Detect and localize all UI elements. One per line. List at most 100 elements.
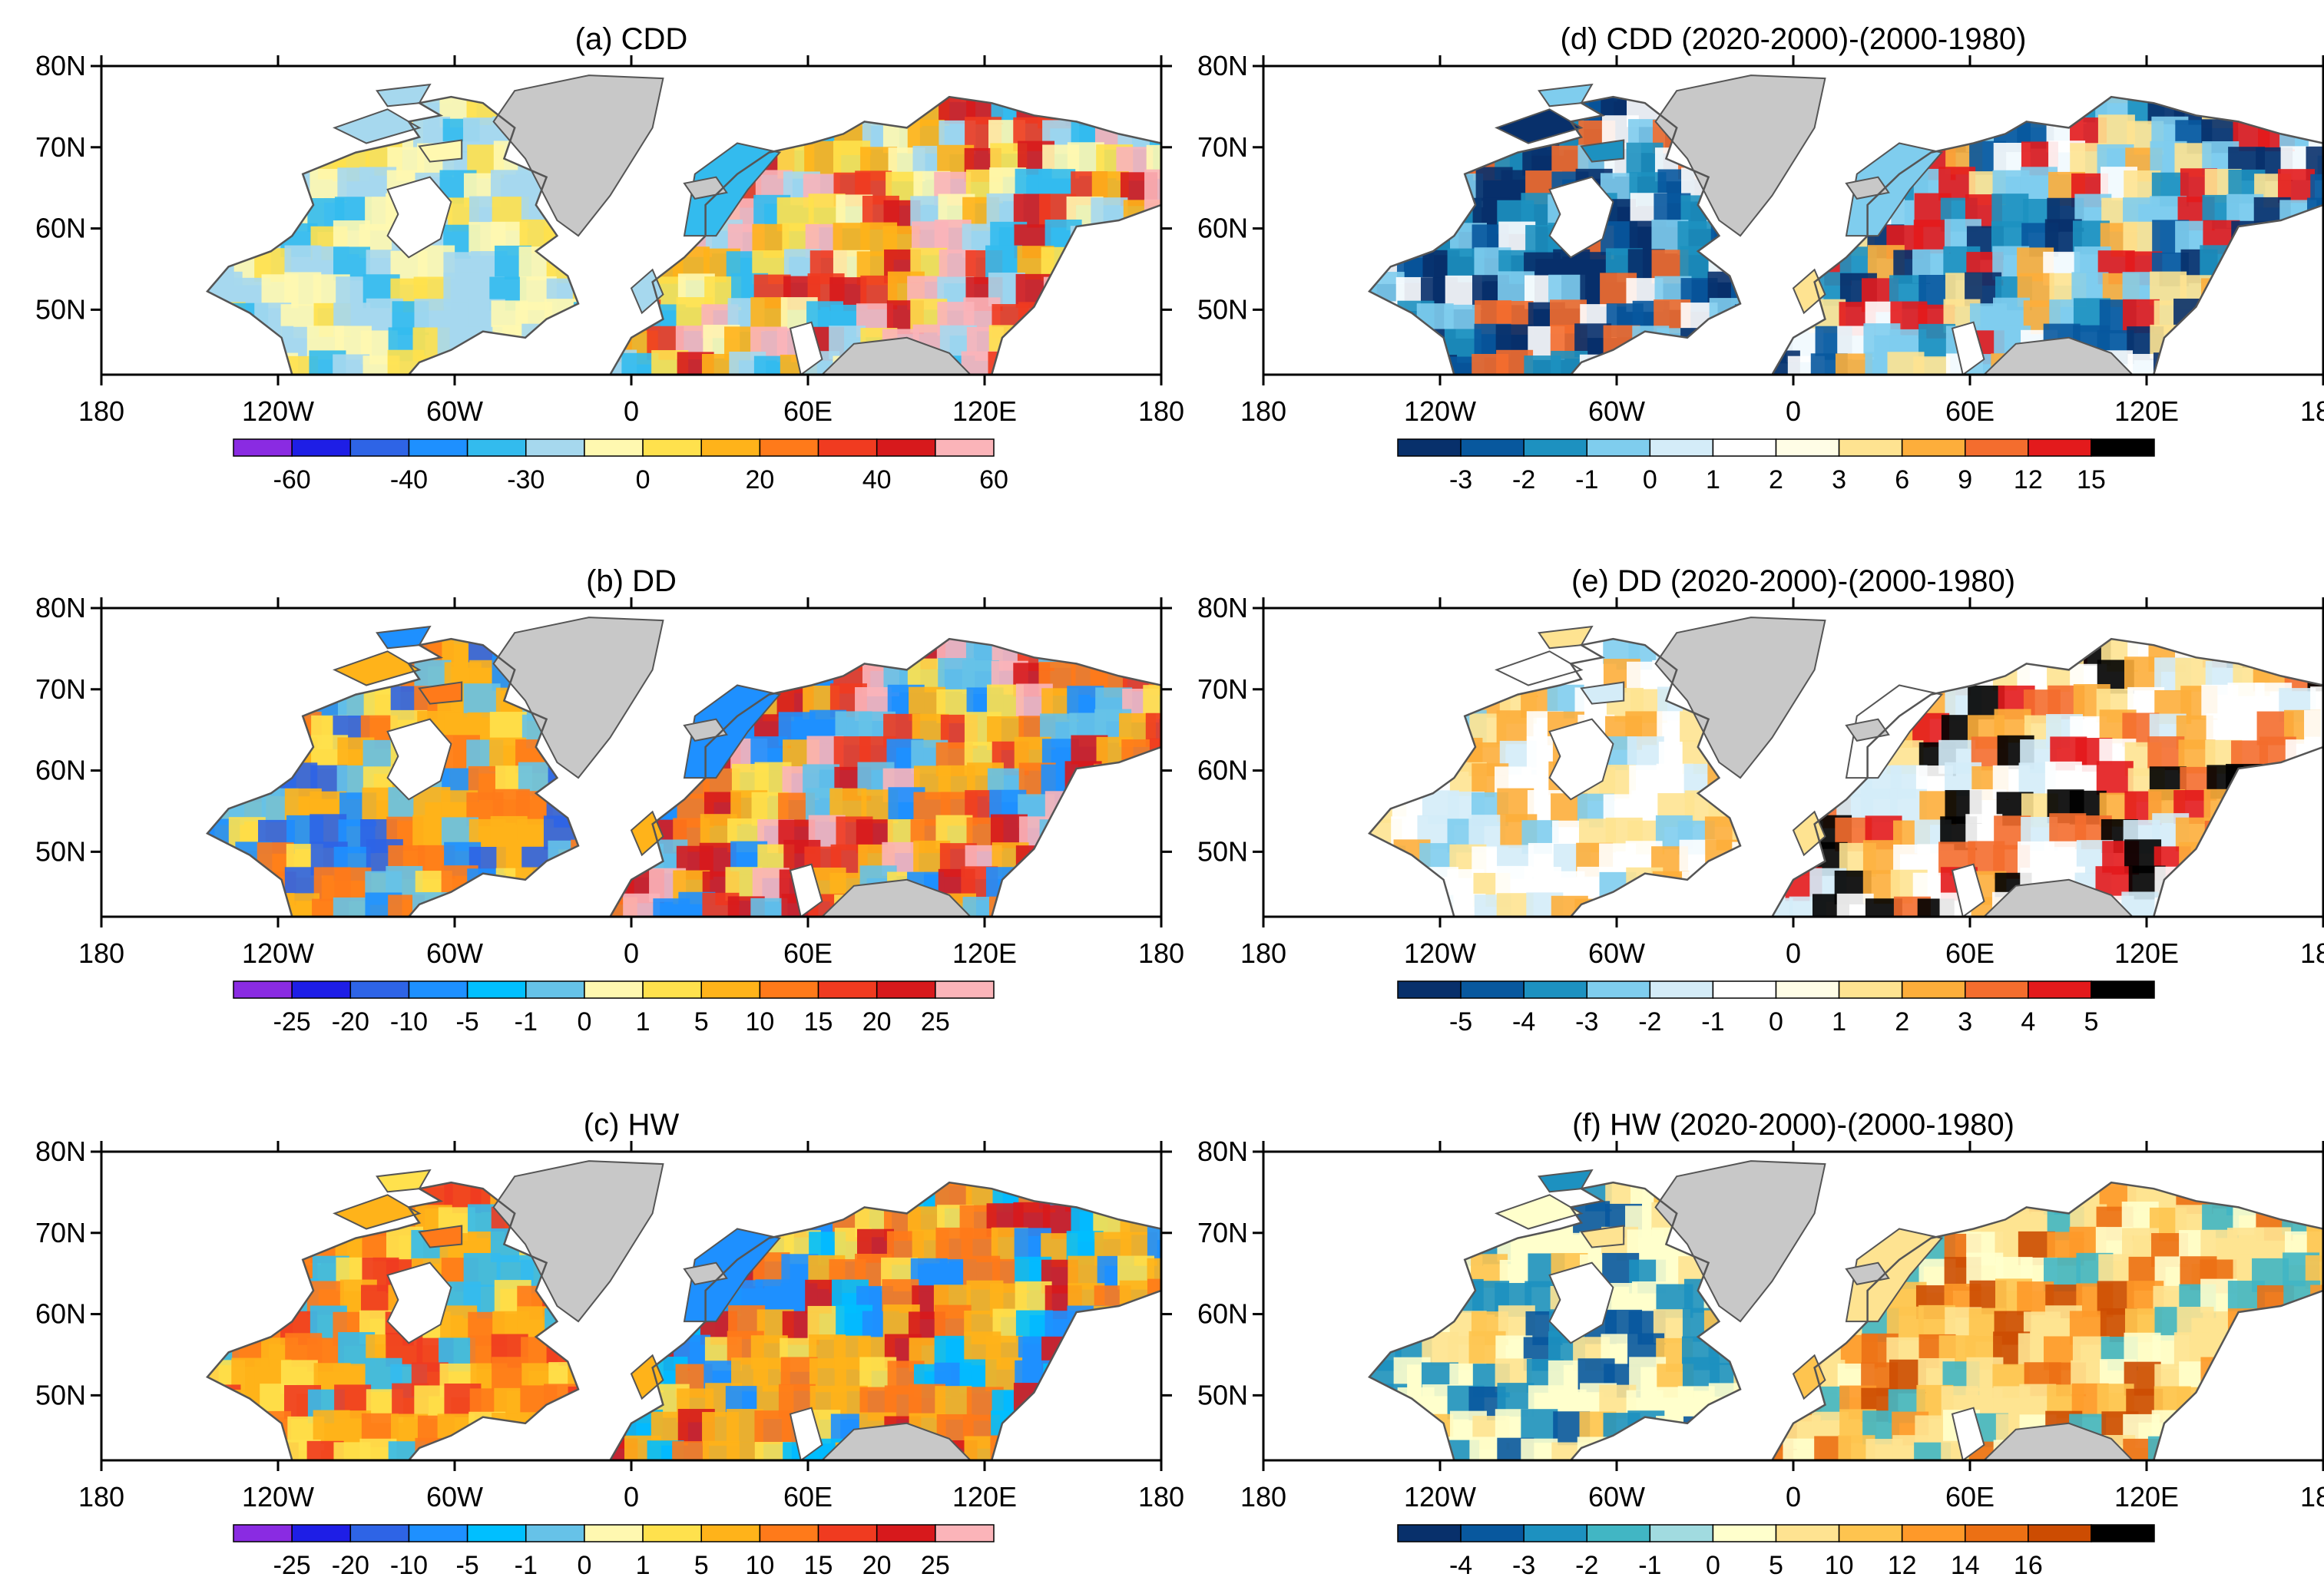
colorbar-swatch [2028,438,2092,457]
colorbar-label: 0 [1769,1007,1783,1037]
colorbar-swatch [1712,980,1777,999]
colorbar-swatch [233,1524,293,1542]
lon-label: 180 [1138,395,1184,427]
colorbar-swatch [291,1524,352,1542]
colorbar-swatch [408,1524,468,1542]
colorbar-swatch [466,1524,527,1542]
colorbar-label: -10 [390,1007,428,1037]
colorbar-swatch [2028,1524,2092,1542]
scandinavia-shape [683,142,782,237]
lon-label: 180 [78,1481,124,1513]
colorbar-label: 60 [979,465,1008,494]
colorbar-label: 5 [694,1007,709,1037]
lon-label: 60W [1588,937,1645,969]
colorbar-label: -5 [455,1551,478,1580]
arctic-island-shape [1580,1225,1625,1248]
colorbar-label: 1 [636,1551,651,1580]
colorbar-swatch [1965,980,2029,999]
colorbar-label: 12 [2014,465,2043,494]
colorbar-swatch [584,1524,644,1542]
lon-label: 180 [1240,395,1286,427]
arctic-island-shape [332,650,422,686]
america-coastline [1368,95,1742,375]
lon-label: 120W [242,395,314,427]
lon-label: 60W [426,937,483,969]
colorbar-label: -1 [1575,465,1598,494]
colorbar-label: 3 [1832,465,1846,494]
colorbar-swatch [1397,980,1462,999]
lon-label: 60W [1588,395,1645,427]
lon-label: 180 [78,395,124,427]
lon-label: 60E [1945,937,1995,969]
colorbar-label: -40 [390,465,428,494]
colorbar-label: -30 [507,465,545,494]
colorbar-swatch [759,980,819,999]
colorbar-swatch [876,980,936,999]
colorbar-swatch [1649,980,1714,999]
colorbar-swatch [700,980,761,999]
colorbar-label: 9 [1958,465,1972,494]
lat-label: 70N [1197,1217,1248,1248]
colorbar-swatch [2091,438,2155,457]
lon-label: 120E [952,937,1017,969]
colorbar-label: -5 [1449,1007,1472,1037]
colorbar-label: 2 [1895,1007,1909,1037]
hudson-bay-shape [386,1261,452,1344]
lon-label: 60W [426,1481,483,1513]
colorbar-swatch [1838,980,1903,999]
panel-title: (f) HW (2020-2000)-(2000-1980) [1572,1108,2014,1142]
scandinavia-shape [1845,142,1944,237]
lon-label: 120E [952,395,1017,427]
lat-label: 50N [35,835,86,867]
colorbar-label: 16 [2014,1551,2043,1580]
lon-label: 180 [2300,937,2324,969]
colorbar-label: -20 [332,1007,369,1037]
colorbar-swatch [935,438,995,457]
lon-label: 60E [1945,1481,1995,1513]
colorbar-label: 14 [1951,1551,1980,1580]
panel-c: (c) HW 80N 70N 60N 50N 180 120W 60W 0 60E 120E 180 -… [35,1108,1184,1580]
colorbar-swatch [2028,980,2092,999]
panel-title: (c) HW [584,1108,680,1142]
lat-label: 80N [1197,1136,1248,1167]
colorbar-label: 1 [1832,1007,1846,1037]
lon-label: 180 [2300,1481,2324,1513]
colorbar-swatch [1460,438,1525,457]
colorbar-swatch [1901,980,1966,999]
colorbar: -3 -2 -1 0 1 2 3 6 9 12 15 [1397,438,2155,494]
greenland-shape [492,74,664,237]
lon-label: 180 [78,937,124,969]
lon-label: 120E [2114,937,2179,969]
lat-label: 50N [35,293,86,325]
colorbar-label: 0 [577,1551,591,1580]
panel-title: (d) CDD (2020-2000)-(2000-1980) [1561,22,2027,56]
colorbar-swatch [876,1524,936,1542]
lat-label: 70N [35,673,86,705]
lon-label: 120E [2114,1481,2179,1513]
lon-label: 60E [783,1481,833,1513]
panel-b: (b) DD 80N 70N 60N 50N 180 120W 60W 0 60E 120E 180 -… [35,564,1184,1037]
colorbar-swatch [1649,438,1714,457]
arctic-island-shape [418,1225,463,1248]
caspian-sea-shape [1951,321,1985,375]
colorbar-swatch [349,1524,410,1542]
colorbar-label: -25 [273,1551,311,1580]
colorbar-label: 5 [694,1551,709,1580]
arctic-island-shape [1494,108,1584,144]
colorbar-swatch [1460,980,1525,999]
scandinavia-shape [683,1228,782,1323]
lat-label: 80N [35,50,86,81]
colorbar-label: -4 [1512,1007,1535,1037]
eurasia-coastline [1770,95,2323,375]
caspian-sea-shape [789,863,823,917]
lon-label: 180 [2300,395,2324,427]
colorbar-swatch [1712,438,1777,457]
colorbar-swatch [233,980,293,999]
colorbar-swatch [291,438,352,457]
lat-label: 70N [35,1217,86,1248]
america-coastline [1368,1181,1742,1460]
colorbar-swatch [700,438,761,457]
colorbar-label: -10 [390,1551,428,1580]
colorbar-swatch [642,438,702,457]
lon-label: 180 [1240,937,1286,969]
